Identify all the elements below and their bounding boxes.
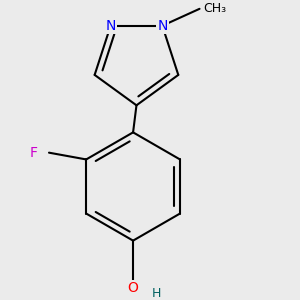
Text: H: H [152, 286, 161, 300]
Text: F: F [30, 146, 38, 160]
Text: N: N [157, 19, 167, 33]
Text: N: N [105, 19, 116, 33]
Text: CH₃: CH₃ [203, 2, 226, 15]
Text: O: O [128, 281, 139, 295]
